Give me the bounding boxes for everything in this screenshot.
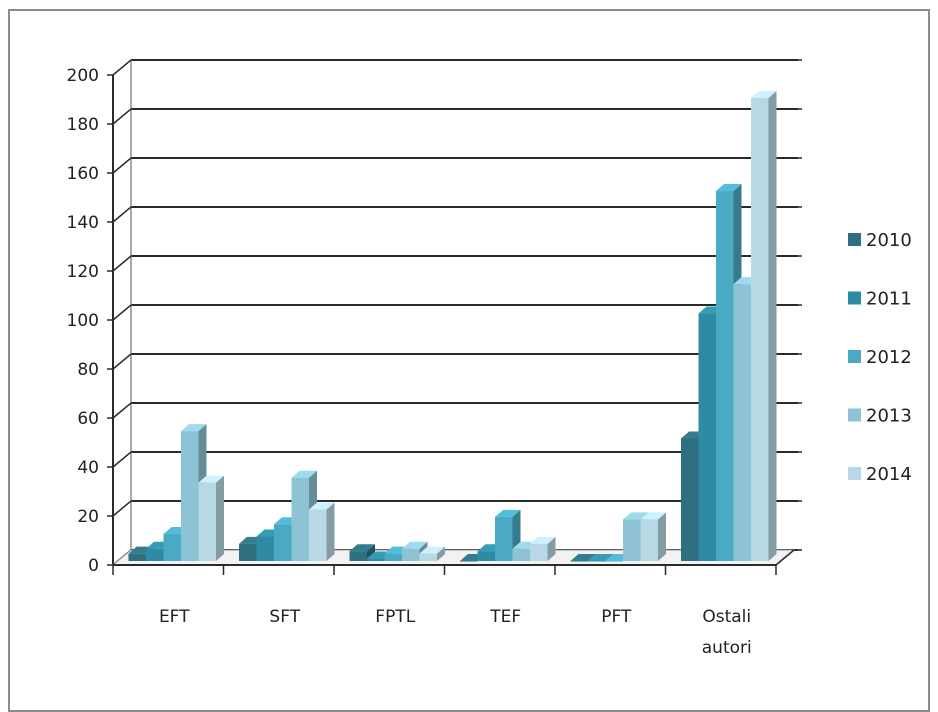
y-tick-label: 160 [67, 164, 99, 184]
bar [239, 543, 257, 561]
bar [181, 431, 199, 561]
y-tick-label: 140 [67, 213, 99, 233]
y-tick-label: 80 [77, 360, 99, 380]
legend-swatch [848, 408, 861, 422]
legend-label: 2012 [866, 347, 912, 368]
bar-top [419, 546, 445, 554]
legend-swatch [848, 467, 861, 480]
bar [198, 482, 216, 561]
x-tick-label: EFT [159, 607, 190, 627]
y-tick-label: 200 [67, 66, 99, 86]
bar [402, 548, 420, 561]
bar [349, 551, 367, 561]
bar [460, 561, 478, 562]
x-tick-label: TEF [489, 607, 521, 627]
bar-top [181, 424, 207, 432]
bar-side [216, 475, 224, 561]
bar-top [640, 512, 666, 520]
bar-top [402, 541, 428, 549]
gridline-depth [112, 157, 132, 174]
legend-label: 2011 [866, 289, 912, 310]
bar [716, 191, 734, 562]
bar [512, 548, 530, 561]
legend-label: 2013 [866, 406, 912, 427]
bar-side [547, 536, 556, 561]
bar [640, 519, 658, 561]
bar [163, 534, 181, 561]
bar [419, 553, 437, 561]
bar-top [530, 536, 556, 544]
bar [367, 558, 385, 561]
bar [495, 516, 513, 561]
bar [530, 543, 548, 561]
y-tick-label: 100 [67, 311, 99, 331]
bar [681, 438, 699, 561]
y-tick-label: 20 [77, 507, 99, 527]
gridline-depth [112, 353, 132, 370]
bar [477, 551, 495, 561]
bar-top [309, 502, 335, 510]
bar-side [658, 512, 666, 561]
legend-label: 2014 [866, 464, 912, 485]
bar [274, 524, 292, 561]
y-tick-label: 180 [67, 115, 99, 135]
bar [570, 561, 588, 562]
bar-top [751, 90, 777, 98]
bar [256, 536, 274, 561]
bar-top [349, 544, 375, 552]
bar-top [588, 554, 614, 561]
y-tick-label: 60 [77, 409, 99, 429]
legend-swatch [848, 233, 861, 246]
bar-top [570, 554, 596, 561]
x-tick-label: PFT [601, 607, 632, 627]
bar [623, 519, 641, 561]
gridline-depth [112, 108, 132, 125]
gridline-depth [112, 500, 132, 517]
bar-side [326, 502, 335, 561]
x-tick-label: SFT [269, 607, 300, 627]
bar [733, 284, 751, 561]
gridline-depth [112, 206, 132, 223]
bar-top [495, 509, 521, 517]
bar [291, 477, 309, 561]
bar [588, 561, 606, 562]
bar [698, 313, 716, 561]
bar-side [437, 546, 445, 561]
bar [309, 509, 327, 561]
gridline-depth [112, 402, 132, 419]
legend-swatch [848, 350, 861, 363]
gridline-depth [112, 451, 132, 468]
y-tick-label: 120 [67, 262, 99, 282]
bar-top [198, 475, 224, 483]
bar [384, 553, 402, 561]
bar-side [768, 90, 777, 561]
gridline-depth [112, 304, 132, 321]
legend-label: 2010 [866, 230, 912, 251]
gridline-depth [112, 59, 132, 76]
y-tick-label: 0 [88, 556, 99, 576]
x-tick-label: autori [702, 638, 752, 658]
bar-top [716, 184, 742, 192]
x-axis-depth [775, 549, 795, 566]
bar [128, 553, 146, 561]
y-tick-label: 40 [77, 458, 99, 478]
bar-top [623, 512, 649, 520]
bar-top [291, 470, 317, 478]
gridline-depth [112, 255, 132, 272]
bar [751, 97, 769, 561]
x-tick-label: FPTL [375, 607, 415, 627]
bar [605, 561, 623, 562]
x-tick-label: Ostali [702, 607, 751, 627]
bar [146, 548, 164, 561]
legend-swatch [848, 291, 861, 305]
